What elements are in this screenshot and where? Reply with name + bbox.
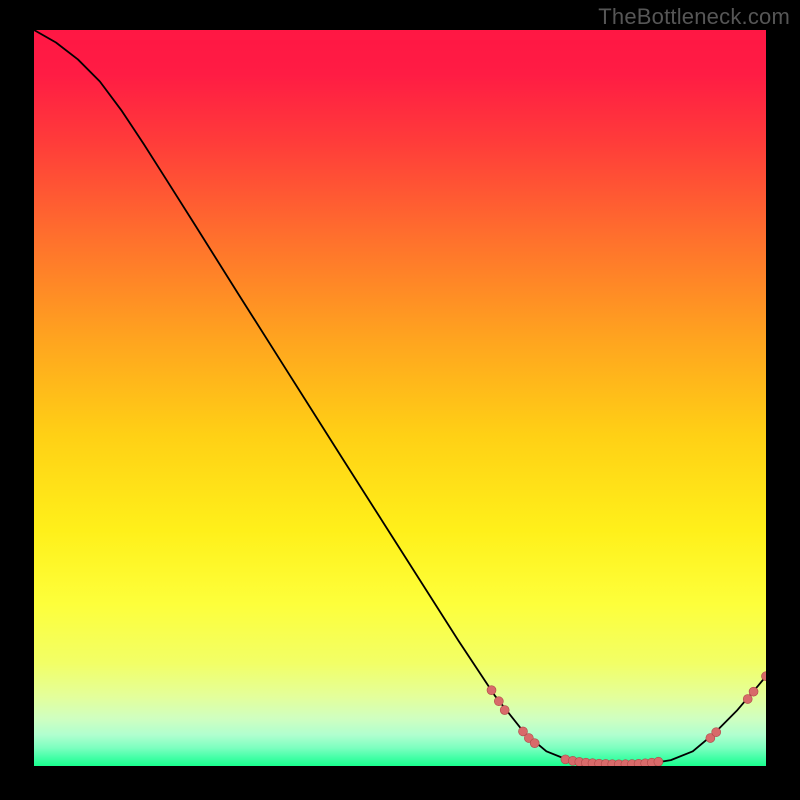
- chart-frame: TheBottleneck.com: [0, 0, 800, 800]
- curve-marker: [494, 697, 503, 706]
- plot-area: [34, 30, 766, 766]
- curve-marker: [500, 706, 509, 715]
- curve-marker: [743, 695, 752, 704]
- curve-marker: [654, 757, 663, 766]
- curve-marker: [487, 686, 496, 695]
- watermark-label: TheBottleneck.com: [598, 4, 790, 30]
- gradient-background: [34, 30, 766, 766]
- curve-marker: [530, 739, 539, 748]
- curve-marker: [749, 687, 758, 696]
- curve-marker: [712, 728, 721, 737]
- bottleneck-plot: [34, 30, 766, 766]
